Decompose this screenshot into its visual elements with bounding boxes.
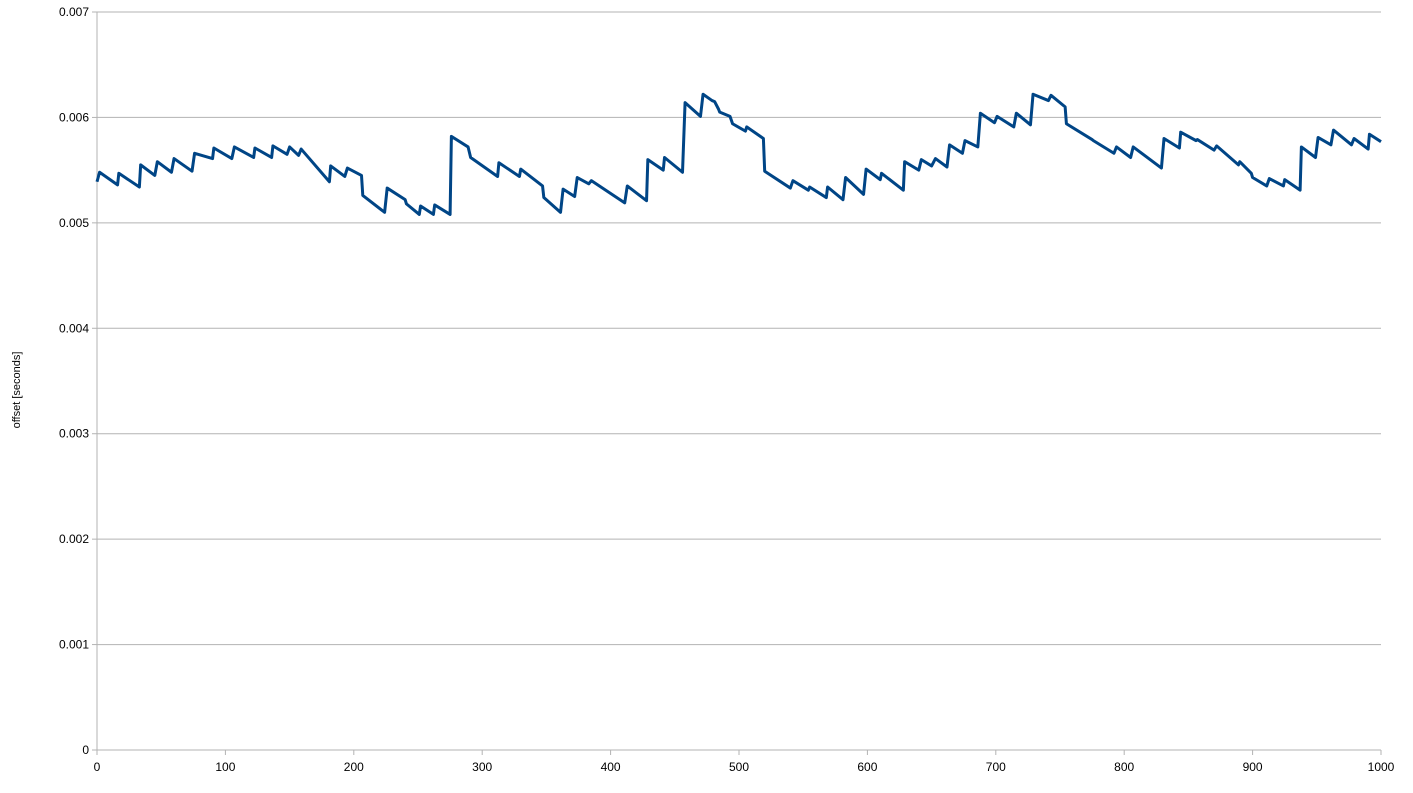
x-tick-label: 400	[601, 760, 621, 774]
x-tick-label: 700	[986, 760, 1006, 774]
x-tick-label: 1000	[1368, 760, 1395, 774]
x-tick-label: 0	[94, 760, 101, 774]
y-tick-label: 0.005	[59, 216, 89, 230]
x-tick-label: 200	[344, 760, 364, 774]
y-tick-label: 0.007	[59, 5, 89, 19]
y-tick-label: 0.002	[59, 532, 89, 546]
y-axis-label: offset [seconds]	[11, 352, 23, 429]
y-tick-label: 0.001	[59, 638, 89, 652]
y-tick-label: 0	[82, 743, 89, 757]
x-tick-label: 100	[215, 760, 235, 774]
x-tick-label: 900	[1243, 760, 1263, 774]
line-series	[95, 92, 1382, 216]
y-tick-label: 0.006	[59, 110, 89, 124]
x-tick-label: 300	[472, 760, 492, 774]
y-tick-label: 0.004	[59, 321, 89, 335]
x-tick-label: 800	[1114, 760, 1134, 774]
x-tick-label: 500	[729, 760, 749, 774]
y-tick-label: 0.003	[59, 427, 89, 441]
x-tick-label: 600	[857, 760, 877, 774]
